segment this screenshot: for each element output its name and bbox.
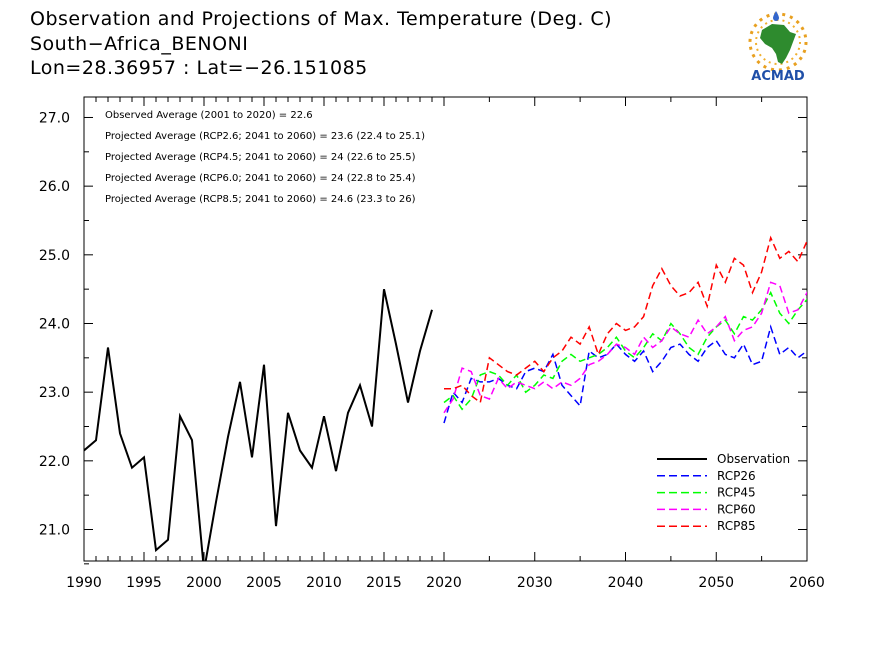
station-coordinates: Lon=28.36957 : Lat=−26.151085 — [30, 57, 368, 79]
y-tick-label: 21.0 — [39, 523, 70, 539]
annotation-text: Projected Average (RCP8.5; 2041 to 2060)… — [105, 194, 416, 205]
x-tick-label: 2015 — [366, 575, 402, 591]
axis-group: 21.0 22.0 23.0 24.0 25.0 26.0 27.0 1990 1995 2000… — [39, 97, 825, 591]
x-tick-label: 2005 — [246, 575, 282, 591]
legend-label: RCP85 — [717, 519, 756, 533]
y-tick-label: 27.0 — [39, 110, 70, 126]
series-line-rcp85 — [444, 235, 807, 404]
legend: Observation RCP26 RCP45 RCP60 RCP85 — [657, 452, 790, 533]
plot-frame — [83, 96, 808, 562]
x-tick-label: 2000 — [186, 575, 222, 591]
y-tick-label: 25.0 — [39, 248, 70, 264]
africa-map-icon — [760, 24, 796, 64]
y-tick-label: 26.0 — [39, 179, 70, 195]
x-tick-label: 1995 — [126, 575, 162, 591]
y-tick-label: 22.0 — [39, 454, 70, 470]
x-tick-label: 1990 — [66, 575, 102, 591]
x-tick-label: 2060 — [789, 575, 825, 591]
acmad-logo: ACMAD — [738, 8, 818, 84]
annotation-group: Observed Average (2001 to 2020) = 22.6 Pr… — [105, 110, 425, 205]
y-tick-label: 23.0 — [39, 385, 70, 401]
chart-title: Observation and Projections of Max. Temp… — [30, 8, 613, 30]
y-tick-label: 24.0 — [39, 316, 70, 332]
annotation-text: Projected Average (RCP6.0; 2041 to 2060)… — [105, 173, 416, 184]
x-tick-label: 2040 — [608, 575, 644, 591]
series-line-observation — [84, 288, 433, 561]
annotation-text: Observed Average (2001 to 2020) = 22.6 — [105, 110, 313, 121]
series-group — [84, 235, 807, 561]
x-tick-label: 2030 — [517, 575, 553, 591]
series-line-rcp60 — [443, 281, 807, 414]
series-line-rcp26 — [443, 324, 807, 424]
logo-text: ACMAD — [751, 69, 805, 84]
series-line-rcp45 — [443, 290, 807, 411]
annotation-text: Projected Average (RCP4.5; 2041 to 2060)… — [105, 152, 416, 163]
water-drop-icon — [773, 11, 779, 21]
station-name: South−Africa_BENONI — [30, 33, 249, 55]
legend-label: Observation — [717, 452, 790, 466]
annotation-text: Projected Average (RCP2.6; 2041 to 2060)… — [105, 131, 425, 142]
x-tick-label: 2020 — [426, 575, 462, 591]
legend-label: RCP60 — [717, 502, 756, 516]
legend-label: RCP45 — [717, 486, 756, 500]
x-tick-label: 2050 — [698, 575, 734, 591]
legend-label: RCP26 — [717, 469, 756, 483]
x-tick-label: 2010 — [306, 575, 342, 591]
